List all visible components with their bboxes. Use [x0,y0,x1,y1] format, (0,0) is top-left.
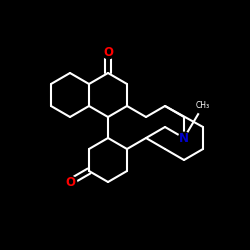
Text: CH₃: CH₃ [196,102,210,110]
Text: O: O [65,176,75,188]
Text: N: N [179,132,189,144]
Text: O: O [103,46,113,59]
